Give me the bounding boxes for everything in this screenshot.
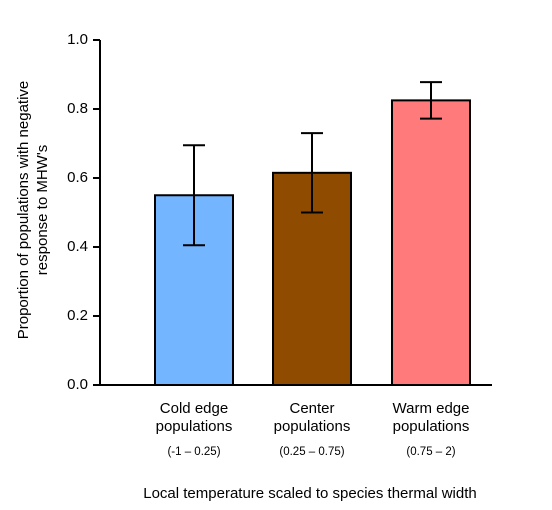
y-tick-label: 0.4 (67, 238, 88, 255)
x-tick-sublabel: (0.25 – 0.75) (279, 446, 345, 458)
y-axis-label: response to MHW's (34, 145, 51, 275)
y-tick-label: 0.0 (67, 376, 88, 393)
y-axis-label: Proportion of populations with negative (15, 81, 32, 340)
y-tick-label: 0.8 (67, 100, 88, 117)
x-tick-label: Warm edge populations (392, 400, 470, 435)
bar (391, 99, 471, 386)
x-tick-sublabel: (-1 – 0.25) (167, 446, 221, 458)
x-tick-label: Cold edge populations (155, 400, 233, 435)
x-axis-label: Local temperature scaled to species ther… (143, 485, 477, 502)
x-tick-label: Center populations (273, 400, 351, 435)
y-tick-label: 1.0 (67, 31, 88, 48)
y-tick-label: 0.6 (67, 169, 88, 186)
x-tick-sublabel: (0.75 – 2) (406, 446, 456, 458)
y-tick-label: 0.2 (67, 307, 88, 324)
